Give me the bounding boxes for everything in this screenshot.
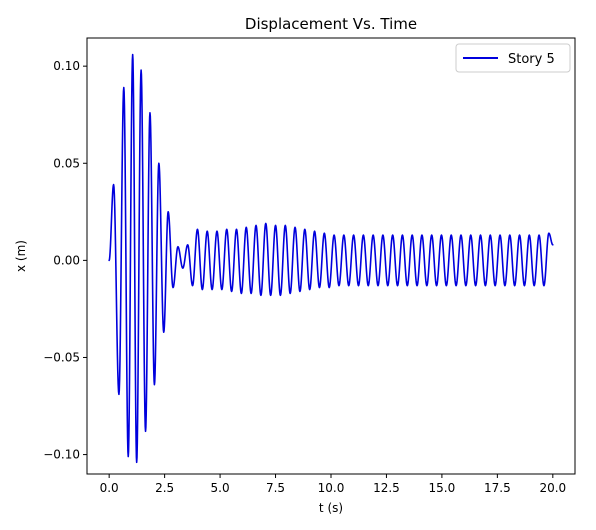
y-axis-label: x (m) (14, 240, 28, 272)
x-tick-label: 15.0 (429, 481, 456, 495)
y-tick-label: 0.10 (53, 59, 80, 73)
legend: Story 5 (455, 43, 571, 73)
y-tick-label: 0.05 (53, 156, 80, 170)
legend-label: Story 5 (508, 52, 555, 67)
x-tick-label: 7.5 (266, 481, 285, 495)
series-line-0 (108, 53, 554, 464)
y-tick-label: −0.05 (43, 350, 80, 364)
x-tick-label: 5.0 (211, 481, 230, 495)
x-tick-label: 20.0 (539, 481, 566, 495)
y-tick-label: 0.00 (53, 253, 80, 267)
x-tick-label: 2.5 (155, 481, 174, 495)
x-tick-label: 17.5 (484, 481, 511, 495)
x-tick-label: 10.0 (318, 481, 345, 495)
legend-box (455, 43, 571, 73)
x-tick-label: 12.5 (373, 481, 400, 495)
y-tick-label: −0.10 (43, 448, 80, 462)
y-axis: −0.10 −0.05 0.00 0.05 0.10 (43, 59, 87, 462)
x-axis: 0.0 2.5 5.0 7.5 10.0 12.5 15.0 17.5 20.0 (100, 474, 566, 495)
x-tick-label: 0.0 (100, 481, 119, 495)
x-axis-label: t (s) (319, 501, 343, 515)
chart-title: Displacement Vs. Time (245, 15, 417, 33)
